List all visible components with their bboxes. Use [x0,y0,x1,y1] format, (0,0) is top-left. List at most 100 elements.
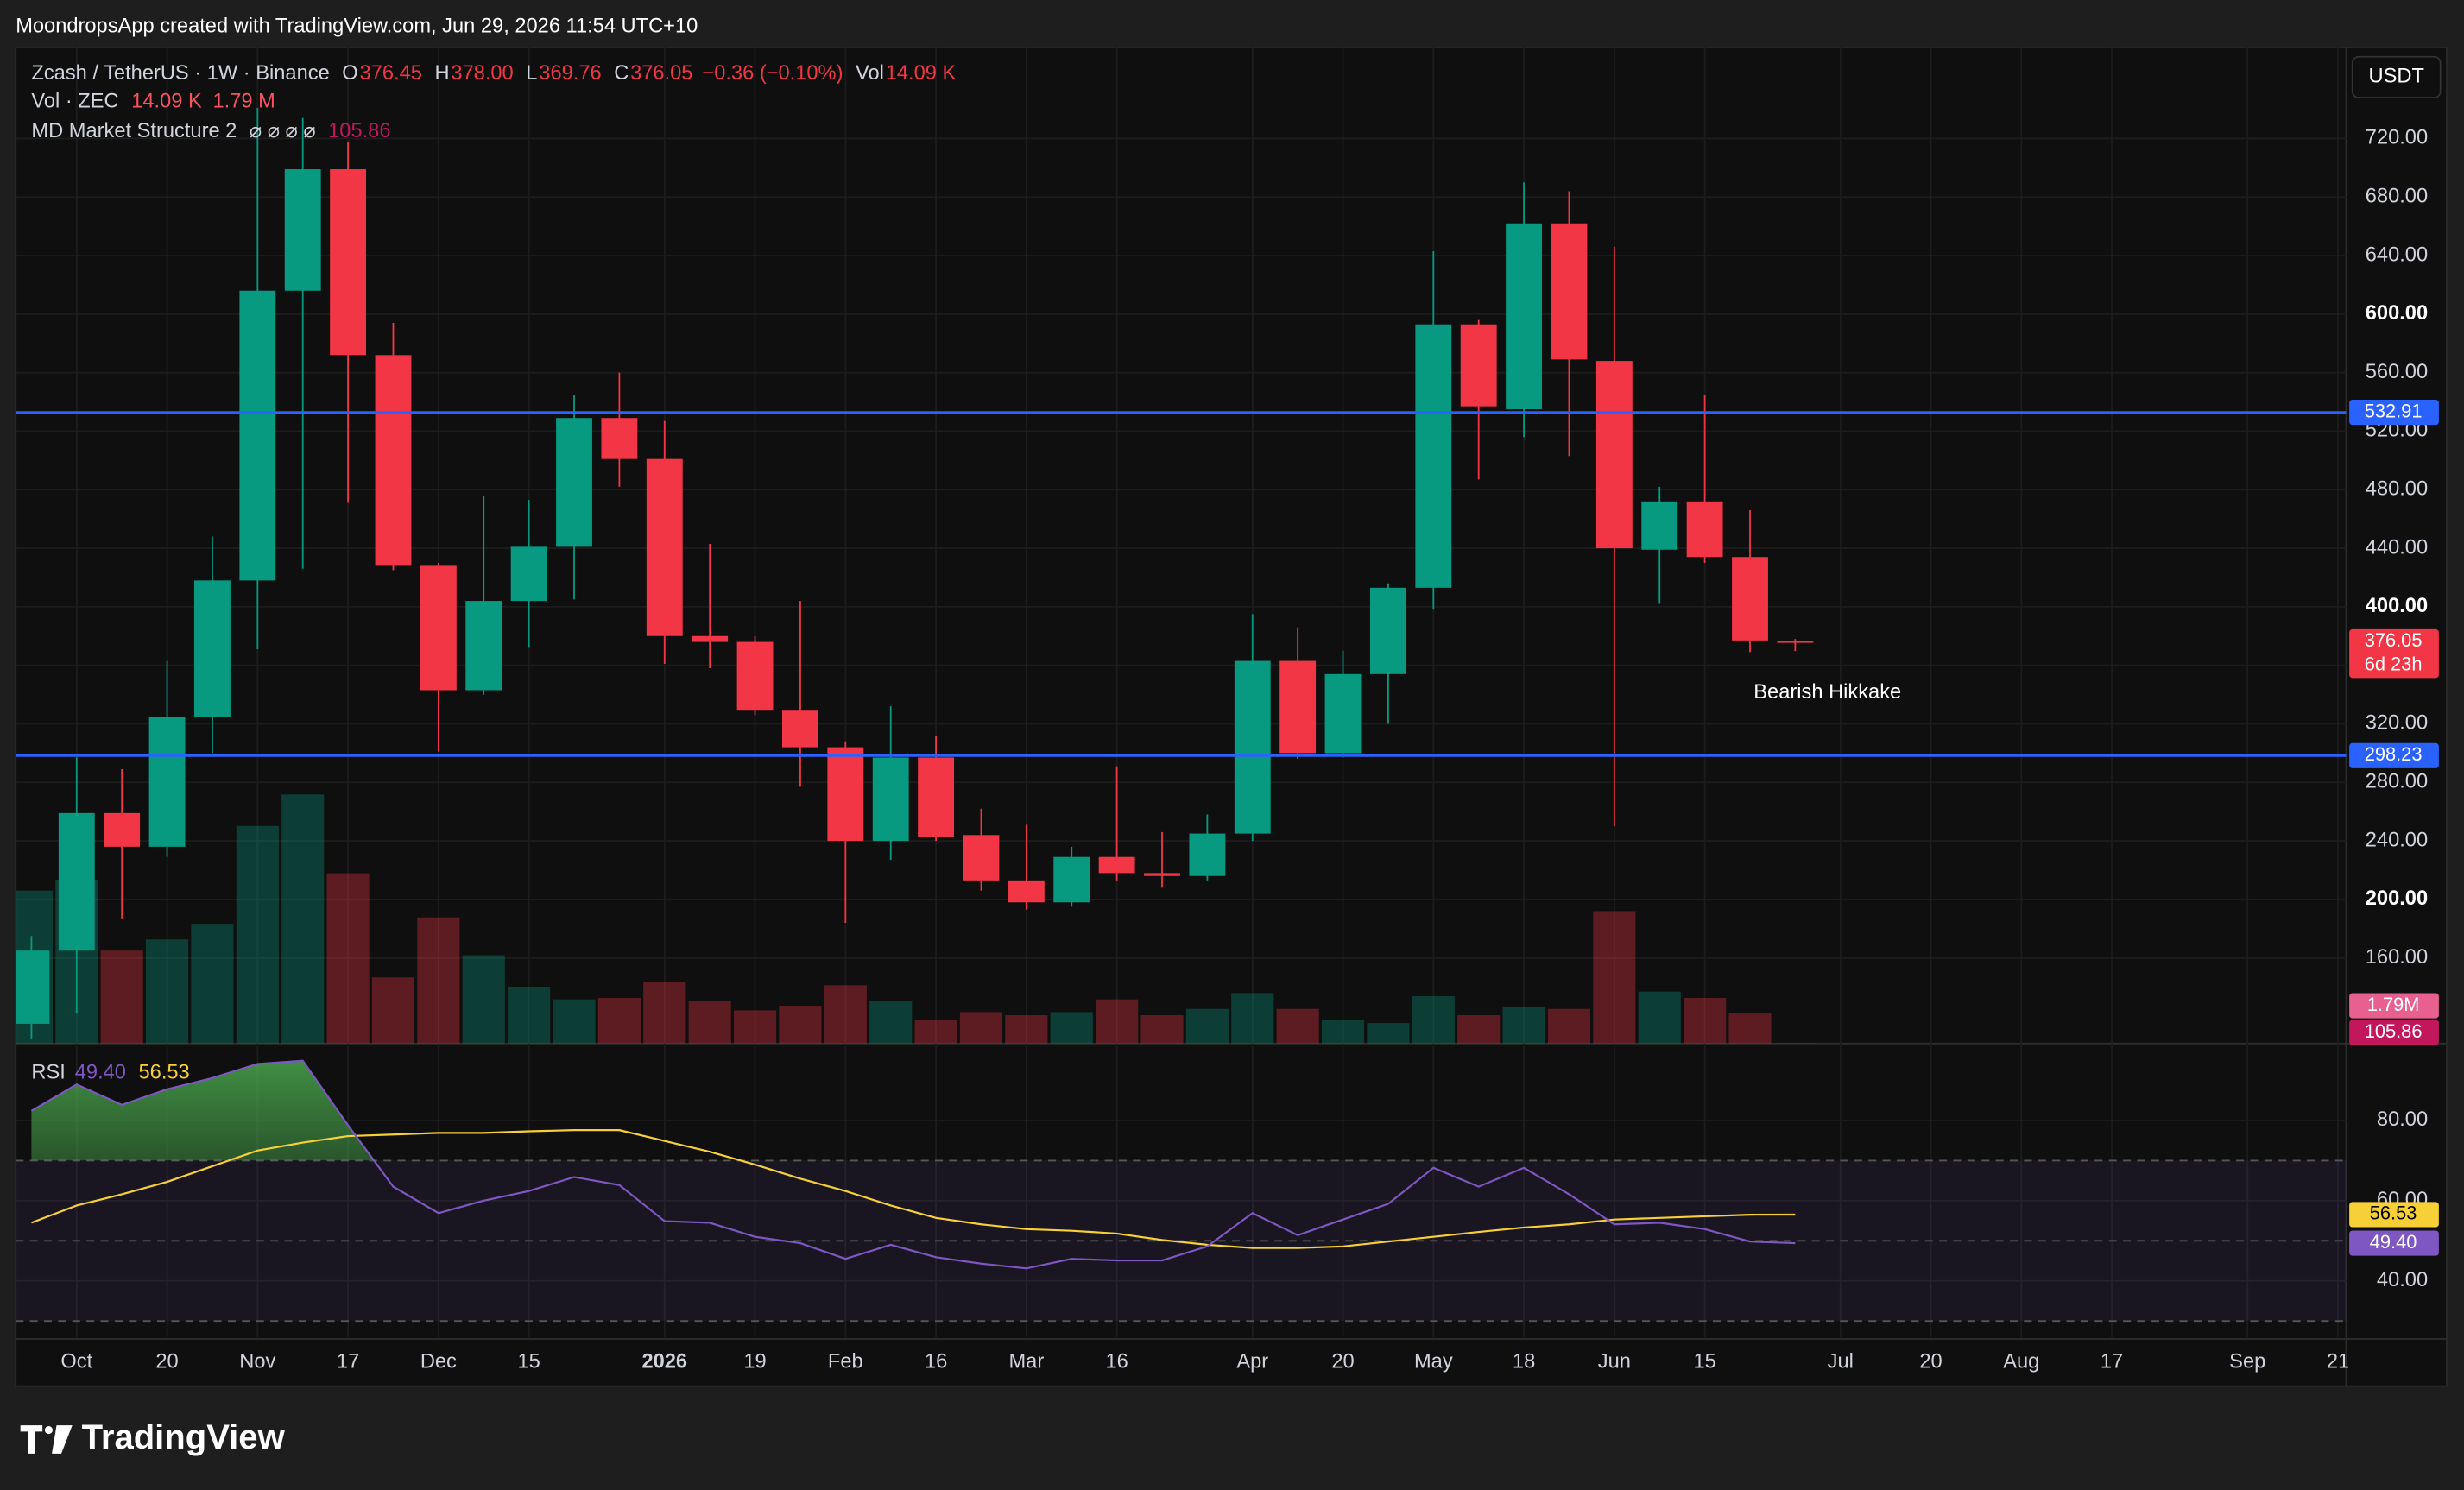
volume-bar [326,873,370,1044]
legend-item: L [526,62,537,85]
volume-bar [191,924,234,1044]
x-tick-label: 19 [743,1351,766,1373]
candle-body [1053,856,1090,903]
candle-body [1234,660,1271,834]
legend: Zcash / TetherUS · 1W · Binance O 376.45 H 3… [31,62,956,85]
legend: RSI 49.40 56.53 [31,1062,189,1084]
legend-item: −0.36 (−0.10%) [702,62,843,85]
y-tick-label: 680.00 [2366,186,2428,208]
candle-body [1189,833,1226,876]
candle-body [1732,557,1768,641]
indicator-label-box [2349,1020,2439,1045]
volume-bar [1140,1015,1184,1044]
brand: TradingView [82,1418,286,1456]
y-tick-label: 40.00 [2377,1269,2428,1291]
volume-bar [1005,1015,1048,1044]
legend-item: 56.53 [139,1062,190,1084]
currency[interactable]: USDT [2369,66,2424,88]
candle-body [601,418,638,459]
x-tick-label: 16 [925,1351,947,1373]
candle-body [1460,324,1497,407]
y-tick-label: 560.00 [2366,361,2428,383]
rsi-line [30,1059,1796,1270]
x-tick-label: Sep [2229,1351,2265,1373]
x-tick-label: 21 [2327,1351,2349,1373]
candle-body [1506,223,1543,410]
candle-body [1595,361,1633,549]
level-label: 532.91 [2365,400,2423,421]
candle-body [58,812,95,951]
currency-button[interactable] [2351,55,2442,99]
legend-item: 14.09 K [886,62,957,85]
x-tick-label: Mar [1008,1351,1044,1373]
y-tick-label: 280.00 [2366,771,2428,793]
x-tick-label: Apr [1236,1351,1268,1373]
volume-bar [1050,1012,1093,1044]
x-tick-label: 17 [2101,1351,2123,1373]
y-tick-label: 240.00 [2366,829,2428,851]
candle-body [104,812,141,847]
legend-item: H [434,62,449,85]
candle-body [465,601,502,691]
x-tick-label: 2026 [641,1351,687,1373]
candle-body [1686,501,1723,558]
candle-body [556,418,592,547]
candle-body [736,641,774,711]
volume-bar [145,939,189,1044]
x-tick-label: Nov [239,1351,275,1373]
legend-item: 376.45 [360,62,422,85]
volume-bar [869,1001,913,1044]
candle-body [420,565,457,691]
legend-item: 378.00 [451,62,513,85]
y-tick-label: 440.00 [2366,536,2428,559]
volume-bar [1502,1007,1545,1044]
candle-body [1415,324,1452,588]
volume-bar [553,999,596,1044]
candle-body [1777,641,1814,643]
legend-item: ⌀ ⌀ ⌀ ⌀ [250,120,316,142]
candle-body [1369,587,1406,674]
rsi-ma-line [31,1129,1796,1249]
x-tick-label: Feb [828,1351,863,1373]
volume-bar [1728,1013,1772,1044]
volume-bar [281,794,325,1044]
legend-item: 376.05 [630,62,692,85]
legend-item: Zcash / TetherUS · 1W · Binance [31,62,329,85]
candle-body [330,169,367,356]
volume-bar [1367,1023,1410,1044]
volume-bar [236,825,279,1044]
candle-body [1098,856,1135,874]
candle-body [872,757,909,842]
volume-bar [100,950,143,1044]
volume-bar [508,987,551,1044]
candle-body [194,580,231,717]
x-tick-label: 20 [1331,1351,1354,1373]
indicator-label: 105.86 [2365,1020,2423,1042]
candle-body [1641,501,1678,550]
rsi-ma-label: 56.53 [2370,1203,2417,1224]
volume-bar [1457,1015,1501,1044]
candle-body [827,747,864,842]
volume-bar [371,977,415,1044]
y-tick-label: 720.00 [2366,127,2428,149]
volume-bar [417,917,460,1044]
level-label-box [2349,400,2439,426]
last-price: 376.05 [2365,629,2423,651]
x-tick-label: 17 [337,1351,359,1373]
candle-body [781,710,818,748]
level-label-box [2349,742,2439,768]
volume-bar [1321,1020,1365,1044]
candle-body [1008,880,1045,903]
brand-logo [20,1425,73,1454]
candle-body [510,546,547,602]
volume-bar [1096,999,1139,1044]
x-tick-label: Dec [420,1351,457,1373]
legend-item: MD Market Structure 2 [31,120,237,142]
rsi-overbought-fill [31,1060,375,1161]
y-tick-label: 160.00 [2366,946,2428,969]
countdown: 6d 23h [2365,653,2423,675]
volume-ma-label: 1.79M [2367,994,2420,1015]
rsi-label: 49.40 [2370,1231,2417,1253]
